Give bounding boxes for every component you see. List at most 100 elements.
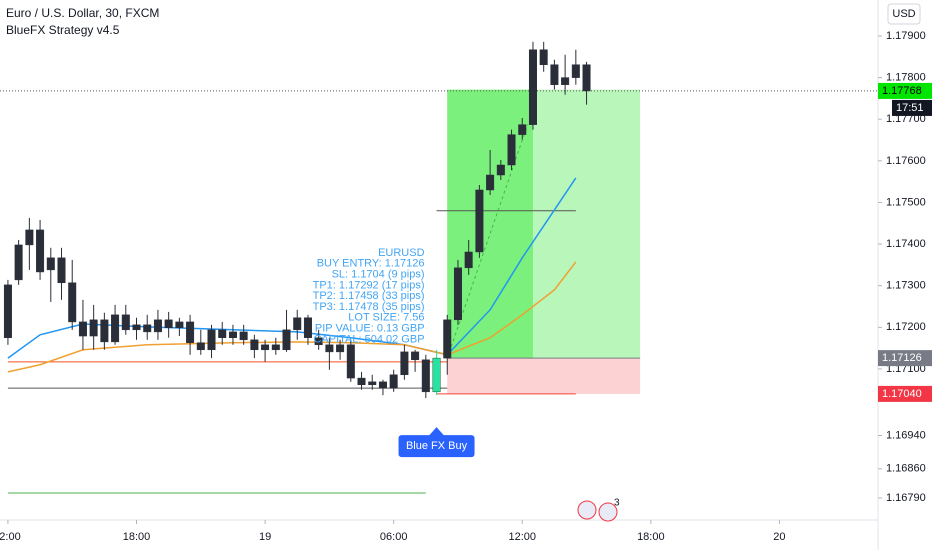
strategy-info: LOT SIZE: 7.56 <box>348 312 424 324</box>
x-tick-label: 18:00 <box>123 531 151 543</box>
candle-body <box>153 319 162 333</box>
candle-body <box>239 331 248 341</box>
x-tick-label: 2:00 <box>0 531 21 543</box>
candle-body <box>518 124 527 135</box>
candle-body <box>303 317 312 338</box>
candle-body <box>411 351 420 361</box>
candle-body <box>121 314 130 331</box>
x-tick-label: 06:00 <box>380 531 408 543</box>
strategy-info: PIP VALUE: 0.13 GBP <box>315 323 425 335</box>
candle-body <box>228 331 237 338</box>
candle-body <box>25 229 34 246</box>
candle-body <box>132 324 141 331</box>
candle-body <box>282 329 291 351</box>
y-tick-label: 1.16860 <box>886 463 926 475</box>
y-tick-label: 1.17600 <box>886 155 926 167</box>
currency-box[interactable] <box>887 3 921 25</box>
flag-icon <box>577 500 597 520</box>
candle-body <box>378 381 387 389</box>
candle-body <box>561 77 570 85</box>
candle-body <box>400 351 409 376</box>
candle-body <box>207 329 216 351</box>
strategy-info: CAPITAL: 504.02 GBP <box>313 333 424 345</box>
candle-body <box>550 64 559 85</box>
strategy-info: BUY ENTRY: 1.17126 <box>317 258 425 270</box>
candle-body <box>475 189 484 253</box>
candle-body <box>325 344 334 353</box>
candle-body <box>571 64 580 78</box>
candle-body <box>346 344 355 379</box>
candle-body <box>78 321 87 337</box>
candle-body <box>57 257 66 284</box>
candle-body <box>36 229 45 273</box>
x-tick-label: 18:00 <box>637 531 665 543</box>
candle-body <box>539 49 548 65</box>
candle-body <box>143 324 152 333</box>
chart-title: Euro / U.S. Dollar, 30, FXCM <box>6 6 159 20</box>
loss-zone <box>447 358 641 394</box>
candle-body <box>271 344 280 351</box>
candle-body <box>186 321 195 343</box>
candle-body <box>250 339 259 351</box>
price-label: 1.17126 <box>882 352 922 364</box>
candle-body <box>196 342 205 351</box>
candle-body <box>496 164 505 176</box>
candle-body <box>443 319 452 359</box>
candle-body <box>486 174 495 191</box>
flag-icon <box>598 502 618 522</box>
y-tick-label: 1.17200 <box>886 321 926 333</box>
y-tick-label: 1.16790 <box>886 492 926 504</box>
badge: 3 <box>614 498 620 509</box>
candle-body <box>357 377 366 385</box>
price-label-box <box>878 350 932 367</box>
candle-body <box>421 359 430 393</box>
strategy-info: EURUSD <box>378 247 425 259</box>
price-label: 1.17040 <box>882 388 922 400</box>
candle-body <box>582 64 591 92</box>
candle-body <box>89 319 98 337</box>
currency[interactable]: USD <box>892 8 915 20</box>
price-label-box <box>878 385 932 402</box>
candle-body <box>368 381 377 385</box>
candle-body <box>432 357 441 393</box>
candle-body <box>389 374 398 389</box>
x-tick-label: 20 <box>773 531 785 543</box>
candle-body <box>111 314 120 343</box>
candle-body <box>68 282 77 323</box>
y-tick-label: 1.17300 <box>886 280 926 292</box>
candle-body <box>507 134 516 166</box>
candle-body <box>528 49 537 125</box>
candle-body <box>3 284 12 338</box>
countdown: 17:51 <box>896 102 924 114</box>
y-tick-label: 1.16940 <box>886 429 926 441</box>
signal-label: Blue FX Buy <box>406 440 468 452</box>
plot-area <box>0 41 878 494</box>
candle-body <box>453 267 462 321</box>
y-tick-label: 1.17900 <box>886 30 926 42</box>
candle-body <box>164 319 173 328</box>
indicator-name: BlueFX Strategy v4.5 <box>6 23 120 37</box>
countdown-box <box>892 99 932 116</box>
strategy-info: SL: 1.1704 (9 pips) <box>332 269 425 281</box>
flag-icons <box>577 500 618 522</box>
candle-body <box>336 344 345 353</box>
candle-body <box>175 321 184 328</box>
signal-arrow <box>428 427 445 437</box>
x-tick-label: 19 <box>259 531 271 543</box>
strategy-info: TP3: 1.17478 (35 pips) <box>313 301 425 313</box>
y-tick-label: 1.17700 <box>886 113 926 125</box>
strategy-info: TP1: 1.17292 (17 pips) <box>313 279 425 291</box>
y-tick-label: 1.17800 <box>886 72 926 84</box>
candle-body <box>314 337 323 346</box>
candle-body <box>261 344 270 351</box>
price-label-box <box>878 82 932 99</box>
candle-body <box>293 317 302 331</box>
candle-body <box>218 329 227 338</box>
price-label: 1.17768 <box>882 85 922 97</box>
signal-box <box>398 435 475 458</box>
strategy-info: TP2: 1.17458 (33 pips) <box>313 290 425 302</box>
candle-body <box>14 244 23 281</box>
candle-body <box>464 251 473 269</box>
y-tick-label: 1.17400 <box>886 238 926 250</box>
